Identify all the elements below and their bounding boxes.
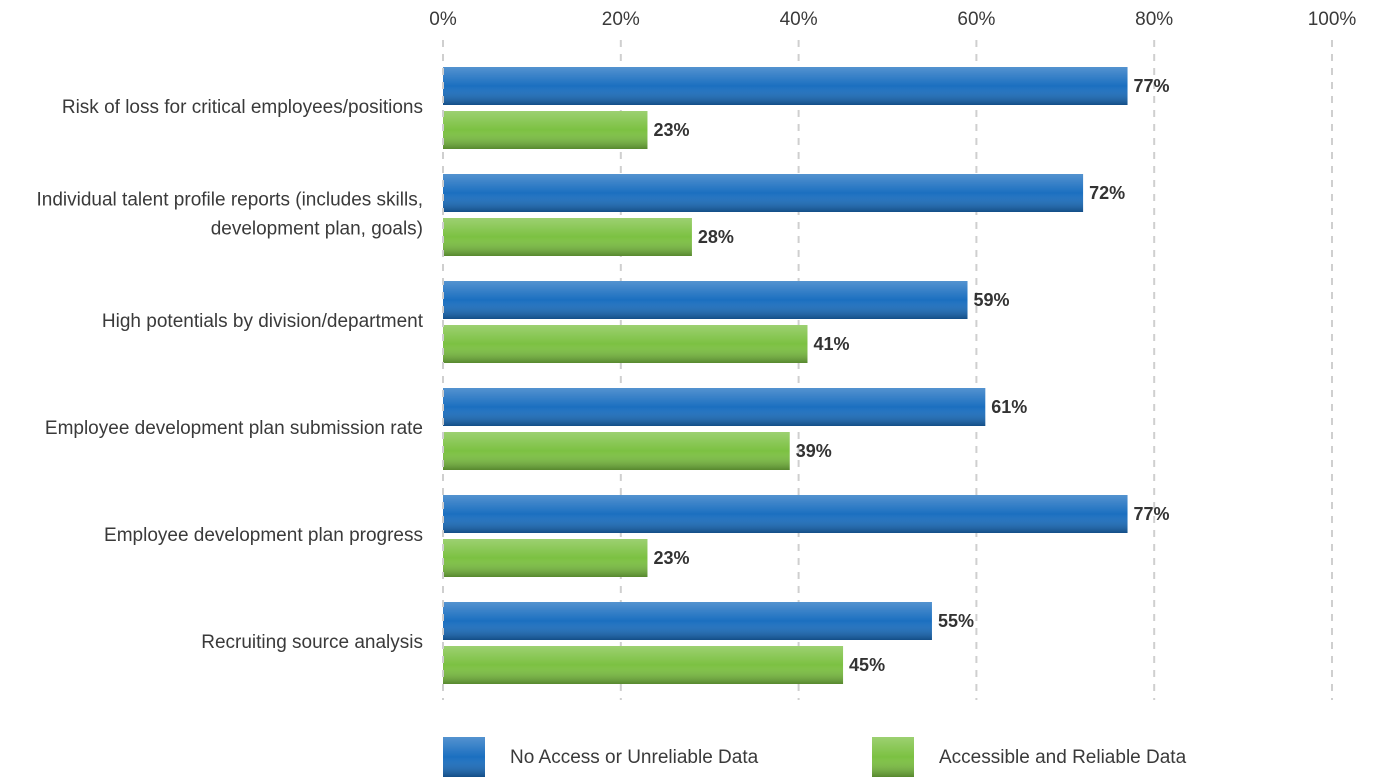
value-label: 77% xyxy=(1134,504,1170,524)
x-tick-label: 40% xyxy=(780,9,818,30)
y-tick-label: Recruiting source analysis xyxy=(201,632,423,653)
x-tick-label: 80% xyxy=(1135,9,1173,30)
y-tick-label: Employee development plan submission rat… xyxy=(45,418,423,439)
legend-swatch-shade xyxy=(443,737,485,777)
y-tick-label: Individual talent profile reports (inclu… xyxy=(36,190,423,240)
bar-shade xyxy=(443,602,932,640)
value-label: 77% xyxy=(1134,76,1170,96)
value-label: 45% xyxy=(849,655,885,675)
bar-shade xyxy=(443,388,986,426)
y-tick-label: Employee development plan progress xyxy=(104,525,423,546)
value-label: 23% xyxy=(653,548,689,568)
bar-shade xyxy=(443,325,808,363)
bar-shade xyxy=(443,495,1128,533)
value-label: 39% xyxy=(796,441,832,461)
x-tick-label: 60% xyxy=(957,9,995,30)
value-label: 72% xyxy=(1089,183,1125,203)
value-label: 55% xyxy=(938,611,974,631)
bar-shade xyxy=(443,432,790,470)
bar-shade xyxy=(443,67,1128,105)
x-tick-label: 20% xyxy=(602,9,640,30)
legend-label: Accessible and Reliable Data xyxy=(939,747,1187,768)
bar-shade xyxy=(443,646,844,684)
y-tick-label: High potentials by division/department xyxy=(102,311,424,332)
value-label: 61% xyxy=(991,397,1027,417)
legend-label: No Access or Unreliable Data xyxy=(510,747,759,768)
bar-shade xyxy=(443,174,1084,212)
value-label: 59% xyxy=(974,290,1010,310)
bar-shade xyxy=(443,281,968,319)
value-label: 28% xyxy=(698,227,734,247)
x-tick-label: 100% xyxy=(1308,9,1357,30)
legend-swatch-shade xyxy=(872,737,914,777)
bar-shade xyxy=(443,111,648,149)
y-tick-label: Risk of loss for critical employees/posi… xyxy=(62,97,423,118)
value-label: 23% xyxy=(653,120,689,140)
x-tick-label: 0% xyxy=(429,9,457,30)
bar-shade xyxy=(443,218,692,256)
value-label: 41% xyxy=(813,334,849,354)
bar-shade xyxy=(443,539,648,577)
